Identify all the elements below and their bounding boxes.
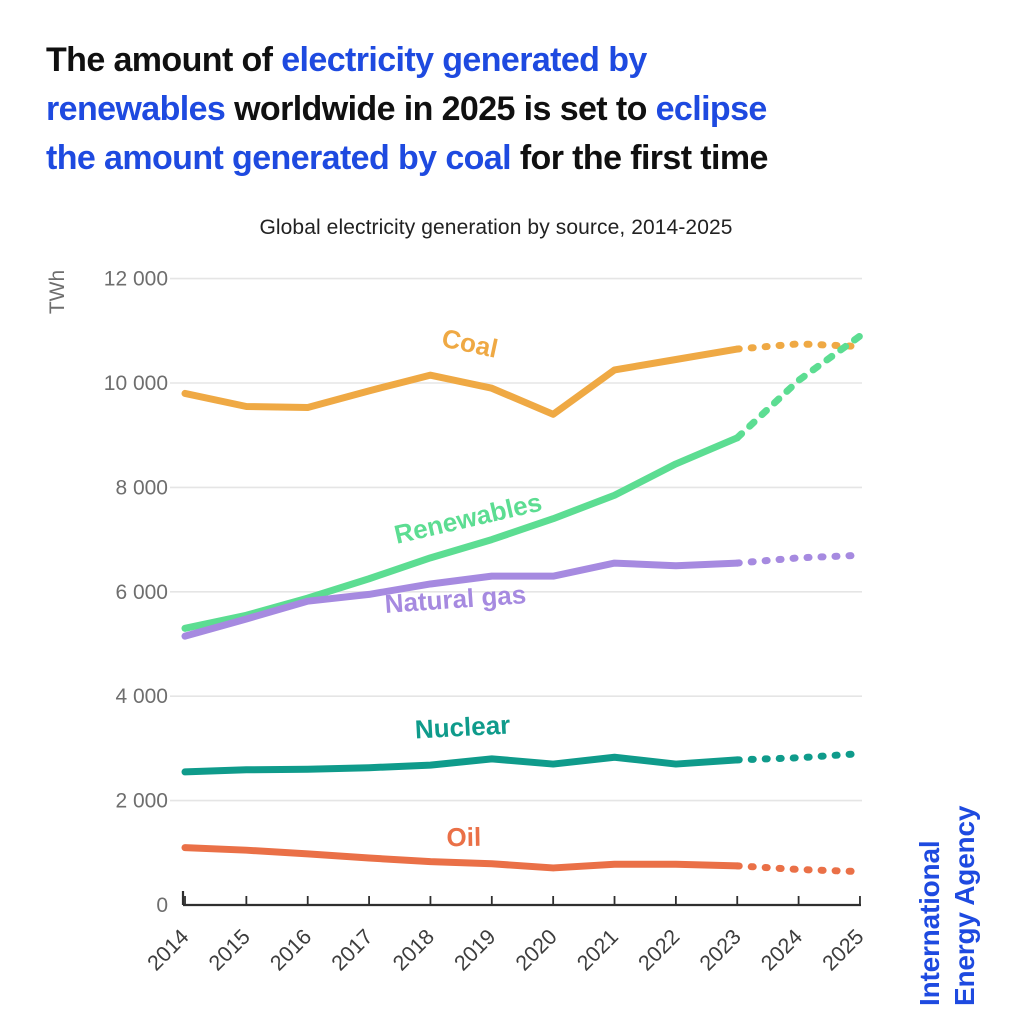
headline-segment: renewables [46,90,226,128]
headline-line: the amount generated by coal for the fir… [46,134,1006,183]
series-label-renewables: Renewables [391,487,544,550]
x-axis-tick-label: 2019 [450,925,501,976]
series-line-nuclear [181,753,741,776]
headline-segment: The amount of [46,41,282,79]
headline-segment: worldwide in 2025 is set to [225,90,656,128]
series-line-natural-gas [181,559,741,640]
chart-title: Global electricity generation by source,… [259,216,733,239]
series-label-nuclear: Nuclear [414,710,511,745]
series-forecast-line-natural-gas [733,551,864,567]
headline-segment: the amount generated by coal [46,139,512,177]
headline: The amount of electricity generated by re… [46,36,1006,183]
series-forecast-line-renewables [733,332,864,442]
y-axis-tick-label: 10 000 [104,372,168,395]
iea-branding-line1: International [914,840,945,1006]
headline-segment: eclipse [655,90,768,128]
y-axis-tick-label: 8 000 [115,476,168,499]
y-axis-tick-label: 4 000 [115,685,168,708]
y-axis-tick-label: 0 [156,894,168,917]
x-axis-tick-label: 2016 [265,925,316,976]
x-axis-tick-label: 2022 [634,925,685,976]
y-axis-tick-label: 12 000 [104,268,168,291]
y-axis-tick-label: 2 000 [115,790,168,813]
x-axis-tick-label: 2018 [388,925,439,976]
y-axis-tick-label: 6 000 [115,581,168,604]
series-label-coal: Coal [439,323,500,364]
x-axis-tick-label: 2017 [327,925,378,976]
iea-branding: International Energy Agency [912,756,982,1006]
x-axis-tick-label: 2025 [818,925,869,976]
iea-branding-line2: Energy Agency [949,805,980,1006]
x-axis-tick-label: 2021 [572,925,623,976]
y-axis-unit-label: TWh [46,270,69,314]
headline-segment: electricity generated by [281,41,647,79]
headline-line: The amount of electricity generated by [46,36,1006,85]
series-forecast-line-coal [733,340,864,353]
series-forecast-line-nuclear [733,750,864,764]
series-line-oil [181,844,741,872]
series-label-oil: Oil [446,822,481,853]
series-forecast-line-oil [733,862,864,876]
x-axis-tick-label: 2024 [756,925,807,976]
x-axis-tick-label: 2014 [143,925,194,976]
headline-line: renewables worldwide in 2025 is set to e… [46,85,1006,134]
x-axis-tick-label: 2023 [695,925,746,976]
x-axis-tick-label: 2015 [204,925,255,976]
x-axis-tick-label: 2020 [511,925,562,976]
headline-segment: for the first time [510,139,769,177]
series-line-coal [181,345,741,418]
